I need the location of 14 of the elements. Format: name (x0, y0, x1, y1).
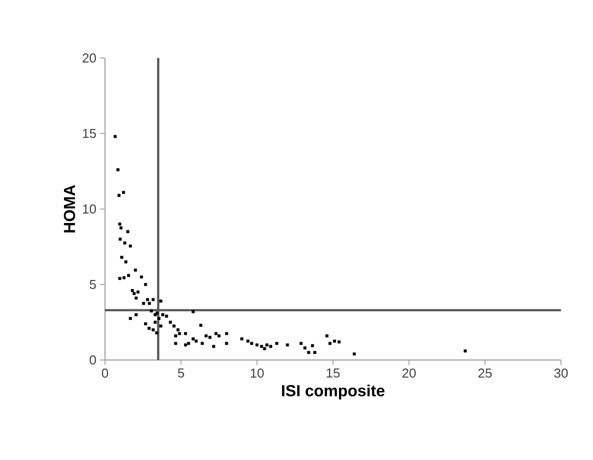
x-tick-label: 0 (102, 368, 108, 378)
x-tick-label: 15 (326, 368, 340, 378)
x-tick-label: 25 (478, 368, 492, 378)
y-tick-label: 15 (82, 128, 96, 138)
y-tick-label: 0 (90, 355, 96, 365)
y-axis-title: HOMA (64, 184, 76, 232)
x-tick-label: 10 (250, 368, 264, 378)
y-tick-label: 20 (82, 53, 96, 63)
x-tick-label: 5 (178, 368, 184, 378)
x-axis-title: ISI composite (282, 384, 384, 400)
x-tick-label: 30 (554, 368, 568, 378)
x-tick-label: 20 (402, 368, 416, 378)
y-tick-label: 10 (82, 204, 96, 214)
y-tick-label: 5 (90, 280, 96, 290)
